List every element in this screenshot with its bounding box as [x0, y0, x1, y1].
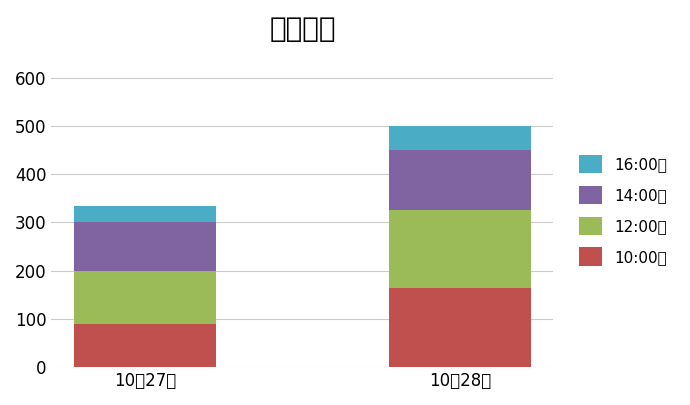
Bar [389, 150, 531, 211]
Bar [389, 211, 531, 288]
Bar [75, 271, 216, 324]
Title: 岩手大学: 岩手大学 [269, 15, 335, 43]
Bar [75, 324, 216, 367]
Bar [389, 126, 531, 150]
Bar [75, 206, 216, 222]
Bar [75, 222, 216, 271]
Legend: 16:00～, 14:00～, 12:00～, 10:00～: 16:00～, 14:00～, 12:00～, 10:00～ [571, 147, 674, 274]
Bar [389, 288, 531, 367]
